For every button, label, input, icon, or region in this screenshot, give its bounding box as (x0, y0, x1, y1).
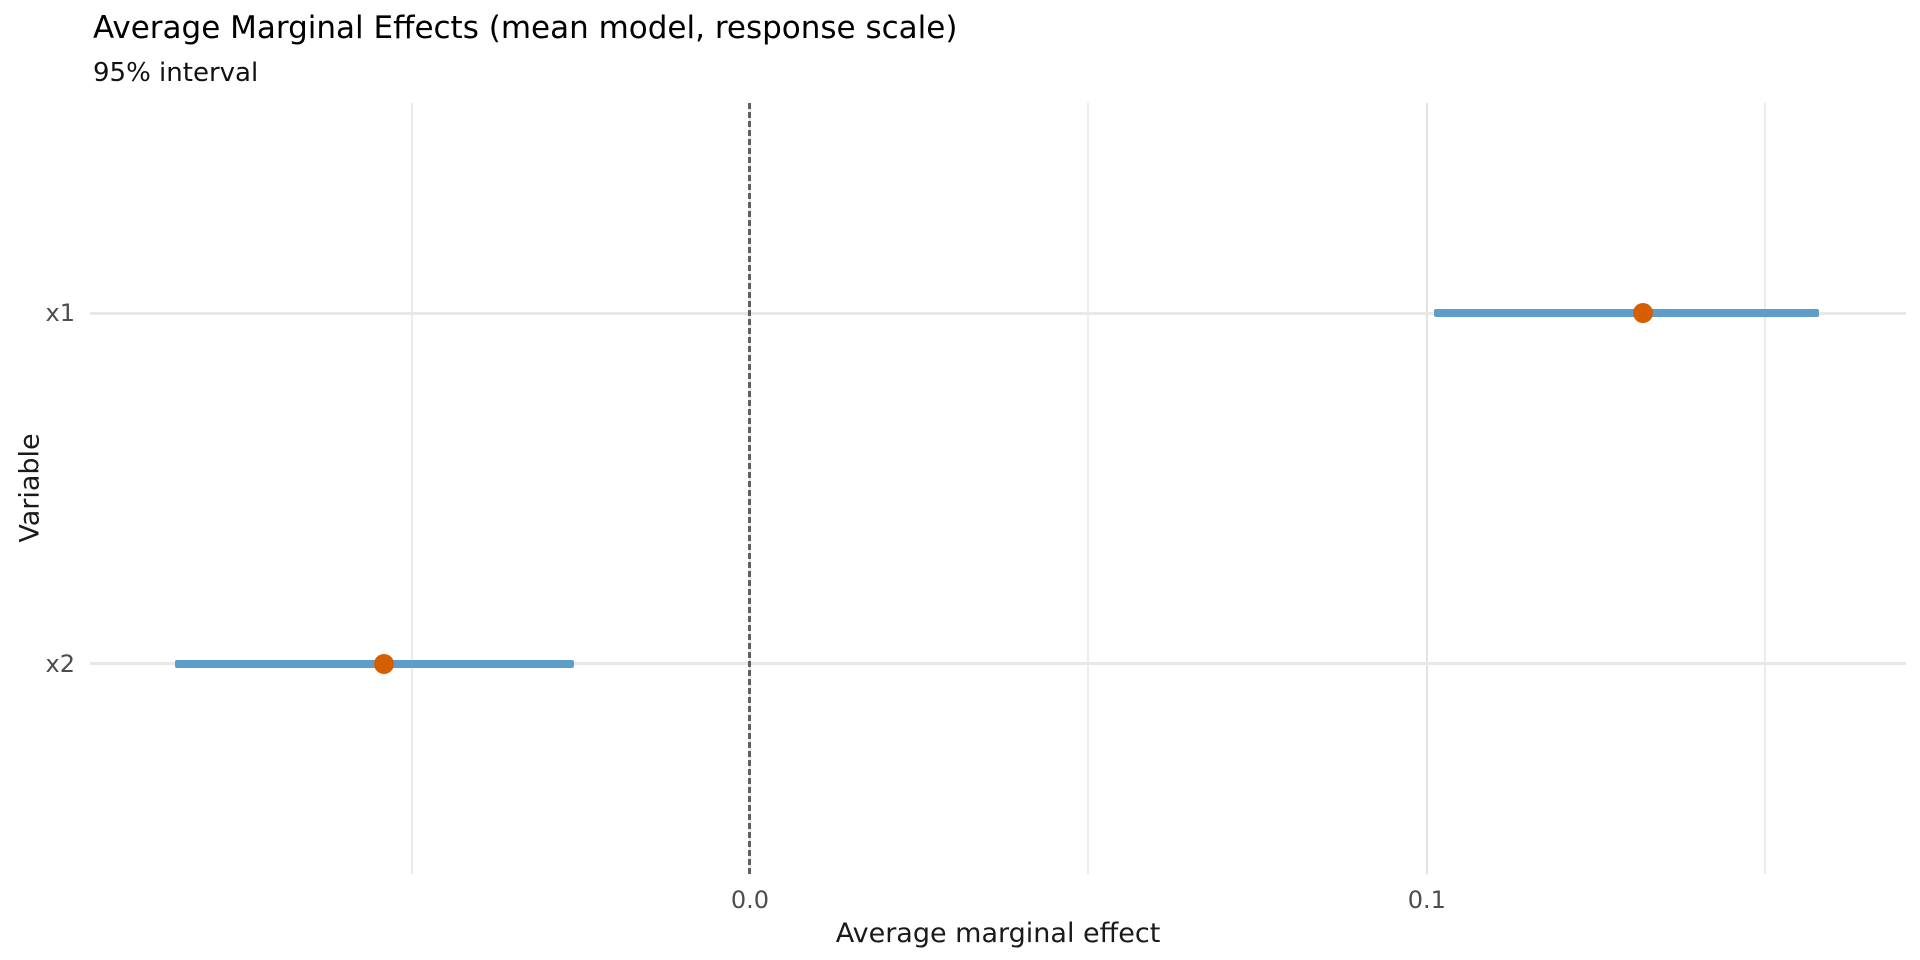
minor-gridline-x (1087, 103, 1090, 874)
row-gridline-x2 (90, 662, 1906, 666)
y-tick-label-x1: x1 (45, 299, 75, 328)
chart-subtitle: 95% interval (93, 58, 259, 88)
row-gridline-x1 (90, 311, 1906, 315)
major-gridline-x (1425, 103, 1428, 874)
minor-gridline-x (1764, 103, 1767, 874)
minor-gridline-x (410, 103, 413, 874)
credible-interval-x2 (174, 659, 574, 668)
zero-reference-line (748, 103, 752, 874)
x-axis-title: Average marginal effect (835, 918, 1161, 949)
credible-interval-x1 (1433, 309, 1820, 318)
x-tick-label-0.1: 0.1 (1407, 886, 1446, 914)
chart-title: Average Marginal Effects (mean model, re… (93, 10, 958, 46)
y-axis-title: Variable (14, 433, 46, 543)
x-tick-label-0.0: 0.0 (730, 886, 770, 914)
point-estimate-x2 (374, 653, 395, 674)
plot-panel (90, 103, 1906, 874)
y-tick-label-x2: x2 (45, 649, 75, 678)
point-estimate-x1 (1633, 303, 1654, 324)
